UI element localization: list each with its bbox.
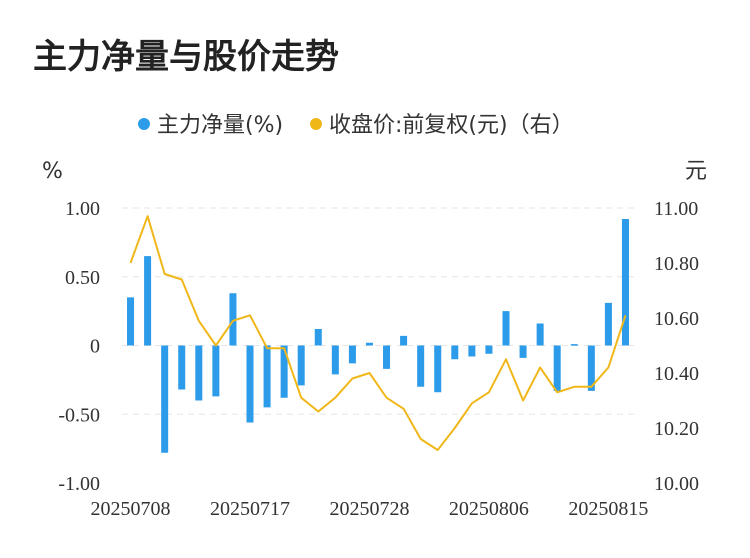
right-tick-label: 10.60 (654, 308, 699, 330)
net-volume-bar (400, 335, 408, 346)
right-tick-label: 11.00 (654, 198, 698, 220)
net-volume-bar (280, 345, 288, 398)
net-volume-bar (331, 345, 339, 375)
net-volume-bar (195, 345, 203, 401)
right-tick-label: 10.00 (654, 473, 699, 495)
grid-lines (122, 207, 634, 415)
net-volume-bar (348, 345, 356, 364)
net-volume-bar (365, 342, 373, 346)
left-tick-label: 0 (90, 336, 100, 358)
close-price-line-group (129, 215, 627, 451)
net-volume-bar (553, 345, 561, 391)
net-volume-bar (502, 311, 510, 346)
net-volume-bar (212, 345, 220, 397)
net-volume-bar (536, 323, 544, 346)
legend-label-net-volume: 主力净量(%) (157, 113, 283, 138)
net-volume-bar (485, 345, 493, 354)
left-tick-label: -1.00 (58, 473, 100, 495)
right-axis-ticks: 11.00 10.80 10.60 10.40 10.20 10.00 (654, 198, 699, 495)
net-volume-bar (519, 345, 527, 358)
left-tick-label: -0.50 (58, 404, 100, 426)
right-tick-label: 10.80 (654, 253, 699, 275)
legend-swatch-close-price (310, 118, 322, 130)
net-volume-bar (229, 293, 237, 346)
net-volume-bar (417, 345, 425, 387)
net-volume-bar (178, 345, 186, 390)
right-tick-label: 10.20 (654, 418, 699, 440)
right-axis-unit: 元 (685, 159, 707, 184)
net-volume-bar (314, 329, 322, 346)
x-axis-ticks: 20250708 20250717 20250728 20250806 20250815 (91, 498, 649, 520)
x-tick-label: 20250815 (568, 498, 648, 520)
net-volume-bar (434, 345, 442, 393)
legend: 主力净量(%) 收盘价:前复权(元)（右） (138, 113, 574, 138)
x-tick-label: 20250708 (91, 498, 171, 520)
net-volume-bar (621, 219, 629, 346)
left-tick-label: 0.50 (65, 267, 100, 289)
net-volume-bar (161, 345, 169, 453)
net-volume-bar (263, 345, 271, 408)
net-volume-bar (246, 345, 254, 423)
x-tick-label: 20250806 (449, 498, 529, 520)
net-volume-bar (297, 345, 305, 386)
net-volume-bars (127, 219, 629, 453)
legend-swatch-net-volume (138, 118, 150, 130)
left-tick-label: 1.00 (65, 198, 100, 220)
net-volume-bar (144, 256, 152, 346)
right-tick-label: 10.40 (654, 363, 699, 385)
chart-title: 主力净量与股价走势 (33, 37, 339, 77)
net-volume-bar (468, 345, 476, 357)
net-volume-bar (383, 345, 391, 369)
left-axis-ticks: 1.00 0.50 0 -0.50 -1.00 (58, 198, 100, 495)
close-price-line (129, 215, 627, 451)
net-volume-bar (127, 297, 135, 346)
left-axis-unit: % (42, 159, 63, 184)
net-volume-bar (604, 302, 612, 346)
x-tick-label: 20250728 (329, 498, 409, 520)
x-tick-label: 20250717 (210, 498, 290, 520)
net-volume-bar (451, 345, 459, 360)
legend-label-close-price: 收盘价:前复权(元)（右） (329, 113, 574, 138)
net-volume-bar (570, 344, 578, 346)
net-volume-bar (587, 345, 595, 391)
